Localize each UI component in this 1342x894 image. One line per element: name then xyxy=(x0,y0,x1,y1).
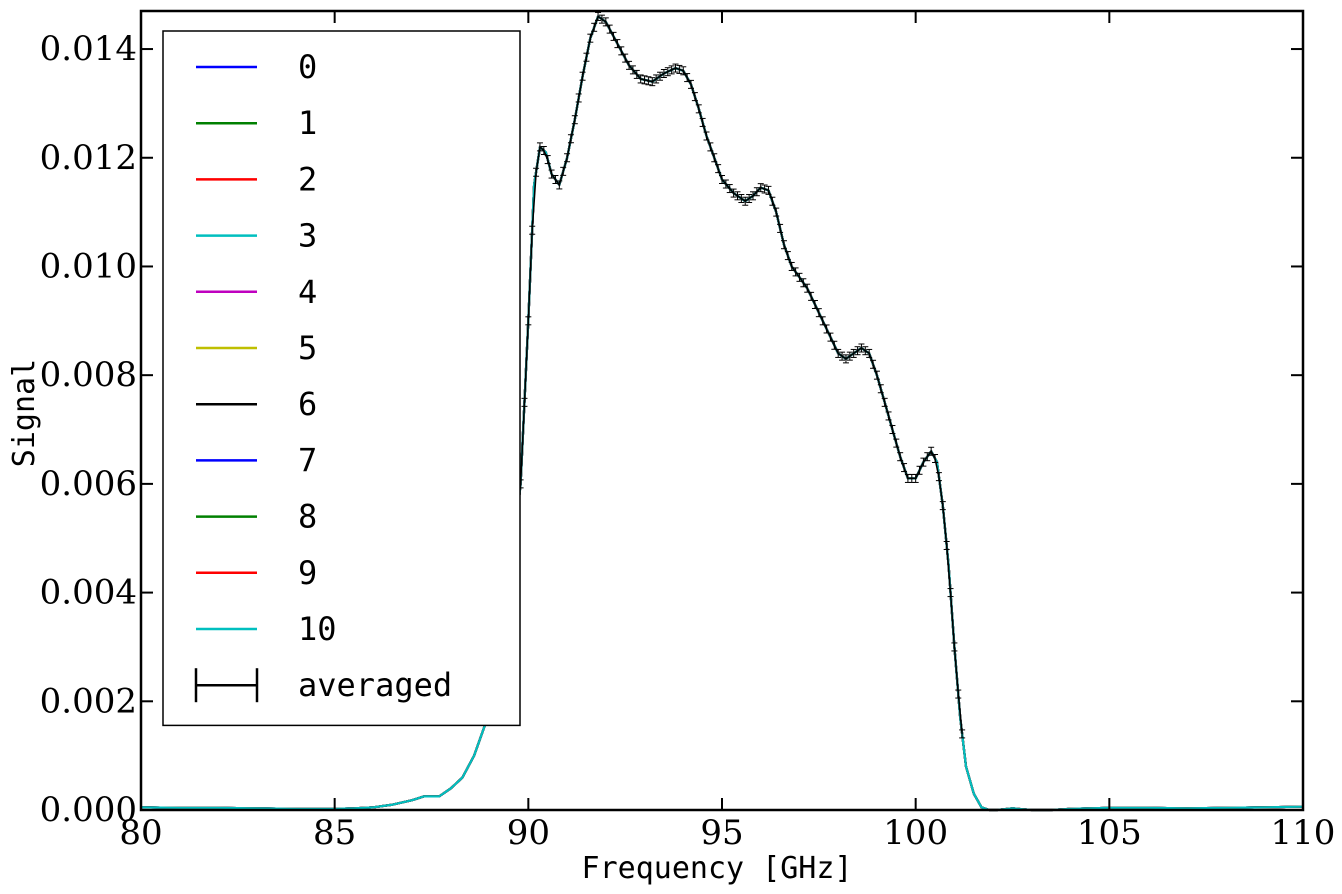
legend-label-0: 0 xyxy=(298,48,317,86)
y-tick-label-6: 0.012 xyxy=(40,138,137,178)
legend-label-3: 3 xyxy=(298,217,317,255)
x-tick-label-1: 85 xyxy=(313,813,356,853)
legend-label-10: 10 xyxy=(298,610,337,648)
x-axis-label: Frequency [GHz] xyxy=(582,851,853,886)
ticks-layer: 80 85 90 95 100 105 1100.0000.0020.0040.0060.0… xyxy=(40,11,1336,853)
y-tick-label-1: 0.002 xyxy=(40,681,137,721)
legend-label-7: 7 xyxy=(298,441,317,479)
legend-label-4: 4 xyxy=(298,273,317,311)
x-tick-label-4: 100 xyxy=(883,813,948,853)
legend: 0 1 2 3 4 5 6 7 8 9 10 averaged xyxy=(162,30,521,727)
y-tick-label-5: 0.010 xyxy=(40,246,137,286)
y-axis-label: Signal xyxy=(7,359,42,467)
x-tick-label-2: 90 xyxy=(507,813,550,853)
legend-label-9: 9 xyxy=(298,554,317,592)
legend-label-1: 1 xyxy=(298,104,317,142)
y-tick-label-3: 0.006 xyxy=(40,464,137,504)
legend-label-8: 8 xyxy=(298,498,317,536)
legend-label-6: 6 xyxy=(298,385,317,423)
y-tick-label-7: 0.014 xyxy=(40,29,137,69)
y-tick-label-0: 0.000 xyxy=(40,790,137,830)
x-tick-label-3: 95 xyxy=(700,813,743,853)
plot-frame xyxy=(139,9,1305,812)
legend-box xyxy=(162,30,521,727)
y-tick-label-2: 0.004 xyxy=(40,573,137,613)
x-tick-label-5: 105 xyxy=(1077,813,1142,853)
x-tick-label-0: 80 xyxy=(119,813,162,853)
legend-label-averaged: averaged xyxy=(298,666,452,704)
legend-label-5: 5 xyxy=(298,329,317,367)
legend-label-2: 2 xyxy=(298,160,317,198)
x-tick-label-6: 110 xyxy=(1271,813,1336,853)
y-tick-label-4: 0.008 xyxy=(40,355,137,395)
